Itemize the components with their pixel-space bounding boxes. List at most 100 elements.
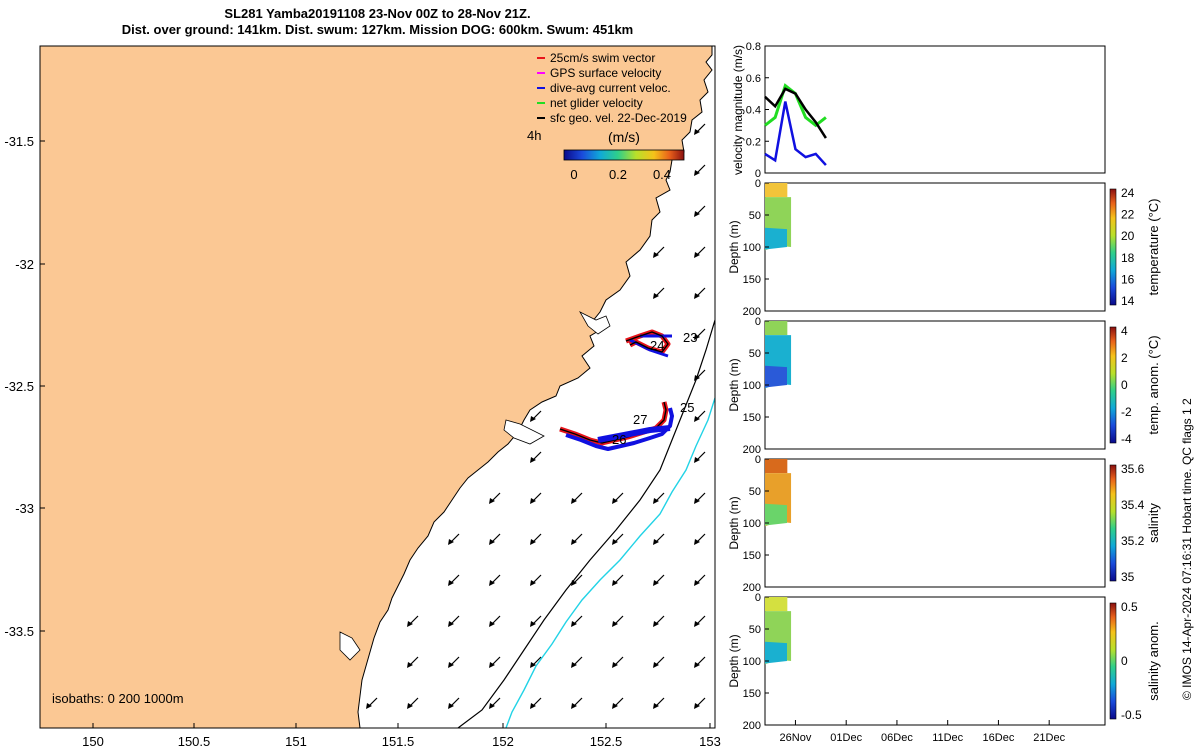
section-panel-temperature: 0 50 100 150 200 Depth (m) 24 22 20 18 16 14 tempera… — [727, 178, 1161, 318]
section-frame — [764, 596, 1106, 726]
depth-tick-label: 150 — [743, 688, 761, 700]
section-panel-temp_anom: 0 50 100 150 200 Depth (m) 4 2 0 -2 -4 temp. anom. … — [727, 316, 1161, 456]
date-tick-label: 11Dec — [932, 732, 963, 744]
velocity-arrowhead — [653, 662, 659, 668]
velocity-arrowhead — [694, 662, 700, 668]
velocity-arrowhead — [530, 498, 536, 504]
velocity-arrowhead — [489, 662, 495, 668]
velocity-y-ticks: 0 0.2 0.4 0.6 0.8 — [746, 41, 769, 180]
velocity-arrowhead — [571, 498, 577, 504]
velocity-series-line — [764, 87, 827, 139]
section-colorbar — [1109, 602, 1117, 720]
depth-tick-label: 150 — [743, 274, 761, 286]
velocity-arrowhead — [653, 580, 659, 586]
depth-tick-label: 50 — [749, 486, 761, 498]
geostrophic-velocity-arrows — [366, 123, 706, 709]
velocity-tick-label: 0.8 — [746, 41, 761, 53]
lat-tick-label: -32.5 — [4, 379, 34, 394]
colorbar-tick-1: 0.2 — [609, 167, 627, 182]
velocity-arrowhead — [571, 703, 577, 709]
colorbar-tick-label: 35 — [1121, 570, 1135, 584]
velocity-arrowhead — [694, 539, 700, 545]
isobath-label: isobaths: 0 200 1000m — [52, 691, 184, 706]
depth-axis-label: Depth (m) — [727, 634, 741, 687]
velocity-tick-label: 0.4 — [746, 105, 761, 117]
velocity-arrowhead — [694, 703, 700, 709]
depth-tick-label: 0 — [755, 454, 761, 466]
velocity-series-line — [764, 101, 827, 166]
depth-tick-label: 0 — [755, 592, 761, 604]
colorbar-label: salinity anom. — [1146, 621, 1161, 700]
colorbar-tick-label: 35.6 — [1121, 462, 1145, 476]
colorbar-tick-label: 4 — [1121, 324, 1128, 338]
velocity-arrowhead — [448, 580, 454, 586]
depth-tick-label: 0 — [755, 178, 761, 190]
velocity-arrowhead — [694, 375, 700, 381]
date-tick-label: 21Dec — [1033, 732, 1065, 744]
velocity-arrowhead — [571, 580, 577, 586]
colorbar-tick-label: -2 — [1121, 405, 1132, 419]
velocity-arrowhead — [448, 539, 454, 545]
depth-tick-label: 100 — [743, 380, 761, 392]
velocity-arrowhead — [407, 621, 413, 627]
velocity-arrowhead — [653, 252, 659, 258]
velocity-arrowhead — [694, 457, 700, 463]
section-colorbar — [1109, 326, 1117, 444]
depth-tick-label: 100 — [743, 242, 761, 254]
colorbar-tick-label: 0 — [1121, 378, 1128, 392]
lon-tick-label: 150.5 — [178, 734, 211, 749]
date-tick-label: 01Dec — [830, 732, 862, 744]
velocity-arrowhead — [530, 457, 536, 463]
velocity-arrowhead — [653, 498, 659, 504]
colorbar-tick-2: 0.4 — [653, 167, 671, 182]
depth-axis-label: Depth (m) — [727, 496, 741, 549]
velocity-arrowhead — [571, 539, 577, 545]
velocity-arrowhead — [571, 662, 577, 668]
velocity-arrowhead — [653, 293, 659, 299]
depth-tick-label: 200 — [743, 582, 761, 594]
velocity-arrowhead — [407, 662, 413, 668]
lat-tick-label: -33 — [15, 501, 34, 516]
legend-label: net glider velocity — [550, 96, 643, 110]
map-colorbar — [563, 149, 685, 161]
legend-side-label: 4h — [527, 128, 541, 143]
panel-date-ticks: 26Nov 01Dec 06Dec 11Dec 16Dec 21Dec — [780, 720, 1066, 744]
depth-tick-label: 50 — [749, 210, 761, 222]
isobath-200m — [457, 319, 715, 728]
day-label-24: 24 — [650, 338, 664, 353]
depth-tick-label: 150 — [743, 412, 761, 424]
colorbar-tick-label: 0.5 — [1121, 600, 1138, 614]
velocity-arrowhead — [653, 621, 659, 627]
velocity-arrowhead — [694, 498, 700, 504]
title-line-2: Dist. over ground: 141km. Dist. swum: 12… — [121, 22, 634, 37]
velocity-arrowhead — [612, 539, 618, 545]
depth-axis-label: Depth (m) — [727, 358, 741, 411]
velocity-arrowhead — [612, 580, 618, 586]
depth-tick-label: 0 — [755, 316, 761, 328]
net-track-line — [625, 331, 669, 353]
velocity-arrowhead — [448, 662, 454, 668]
lat-tick-label: -33.5 — [4, 624, 34, 639]
map-longitude-ticks: 150 150.5 151 151.5 152 152.5 153 — [82, 723, 721, 749]
depth-axis-label: Depth (m) — [727, 220, 741, 273]
velocity-arrowhead — [448, 703, 454, 709]
velocity-tick-label: 0.6 — [746, 73, 761, 85]
date-tick-label: 06Dec — [881, 732, 913, 744]
section-shallow-data — [765, 459, 788, 474]
velocity-arrowhead — [694, 170, 700, 176]
depth-tick-label: 50 — [749, 348, 761, 360]
colorbar-tick-label: 2 — [1121, 351, 1128, 365]
velocity-arrowhead — [448, 621, 454, 627]
section-shallow-data — [765, 321, 788, 336]
time-series-panels: 0 0.2 0.4 0.6 0.8 velocity magnitude (m/s) 0… — [727, 41, 1161, 744]
colorbar-tick-0: 0 — [570, 167, 577, 182]
legend-label: dive-avg current veloc. — [550, 81, 671, 95]
depth-tick-label: 200 — [743, 720, 761, 732]
day-label-27: 27 — [633, 412, 647, 427]
velocity-arrowhead — [694, 334, 700, 340]
velocity-arrowhead — [530, 662, 536, 668]
colorbar-tick-label: 35.2 — [1121, 534, 1145, 548]
velocity-arrowhead — [694, 580, 700, 586]
section-deep-data — [765, 503, 787, 526]
